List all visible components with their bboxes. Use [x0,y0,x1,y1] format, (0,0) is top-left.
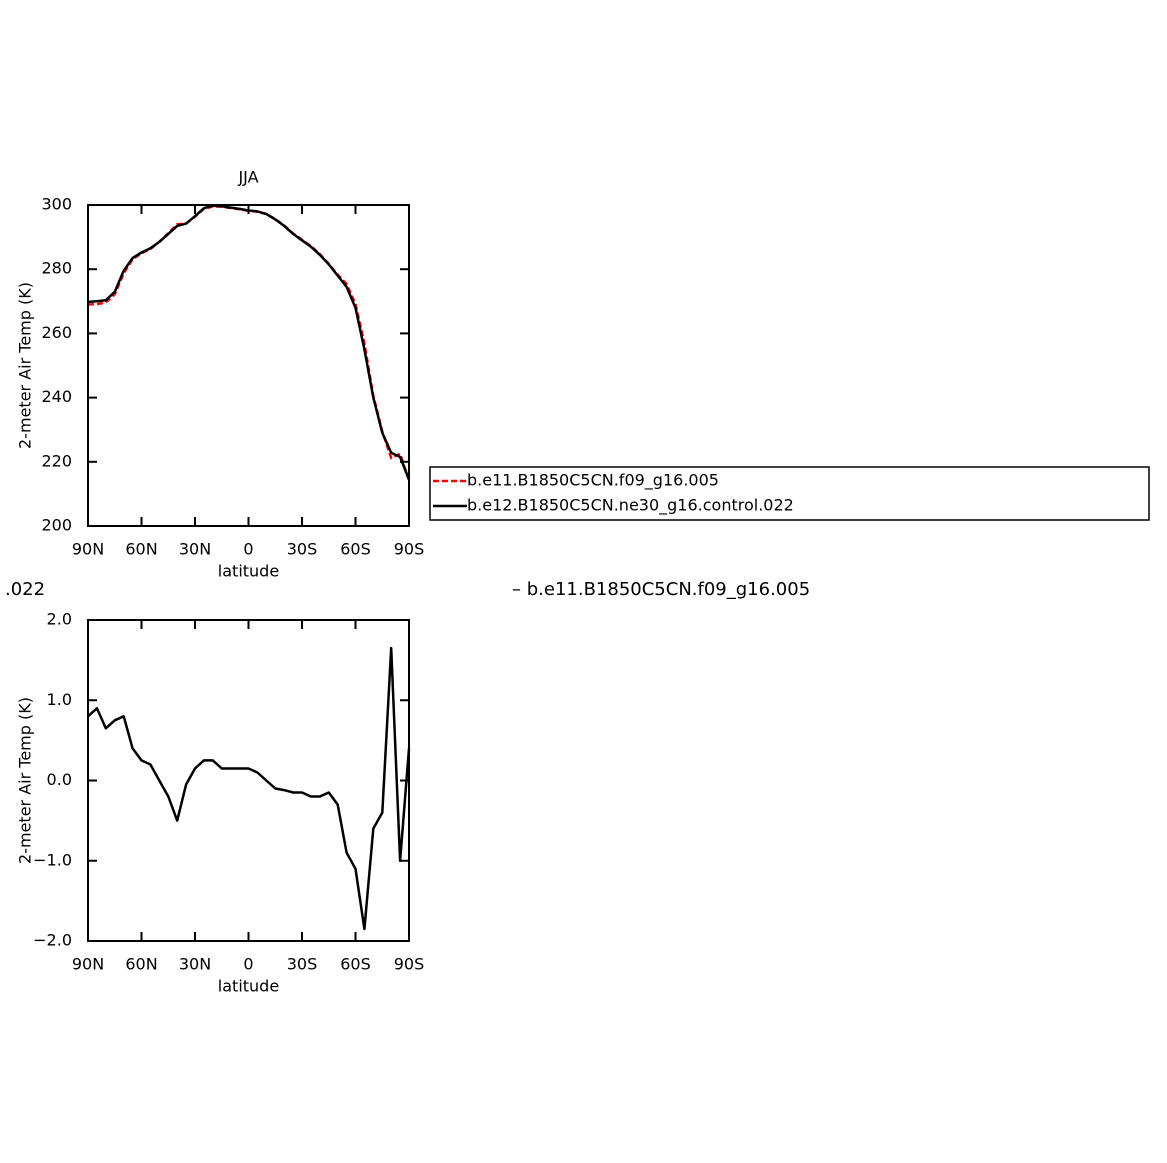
y-tick-label: −2.0 [33,931,72,950]
y-tick-label: −1.0 [33,850,72,869]
title-fragment: – b.e11.B1850C5CN.f09_g16.005 [512,579,810,600]
chart-title: JJA [237,168,258,187]
x-tick-label: 30N [179,540,211,559]
x-tick-label: 0 [243,540,253,559]
y-tick-label: 200 [41,516,72,535]
x-tick-label: 30S [287,540,318,559]
x-axis-label: latitude [218,977,279,996]
x-tick-label: 60S [340,955,371,974]
plot-frame [87,619,410,942]
data-line [87,205,411,482]
x-axis-label: latitude [218,562,279,581]
y-axis-label: 2-meter Air Temp (K) [16,697,35,864]
x-tick-label: 30S [287,955,318,974]
legend-label: b.e12.B1850C5CN.ne30_g16.control.022 [467,496,794,516]
y-tick-label: 2.0 [47,610,72,629]
legend-box [429,466,1150,521]
y-tick-label: 0.0 [47,770,72,789]
x-tick-label: 30N [179,955,211,974]
x-tick-label: 90N [72,955,104,974]
y-tick-label: 260 [41,323,72,342]
data-line [87,646,411,931]
x-tick-label: 0 [243,955,253,974]
x-tick-label: 60S [340,540,371,559]
data-line [87,204,411,480]
x-tick-label: 90S [394,540,425,559]
y-tick-label: 300 [41,195,72,214]
x-tick-label: 90S [394,955,425,974]
y-tick-label: 240 [41,387,72,406]
legend-label: b.e11.B1850C5CN.f09_g16.005 [467,471,719,491]
plot-frame [87,204,410,527]
y-axis-label: 2-meter Air Temp (K) [16,282,35,449]
x-tick-label: 60N [125,540,157,559]
x-tick-label: 60N [125,955,157,974]
y-tick-label: 1.0 [47,690,72,709]
y-tick-label: 220 [41,451,72,470]
title-fragment: .022 [5,579,45,600]
y-tick-label: 280 [41,259,72,278]
x-tick-label: 90N [72,540,104,559]
